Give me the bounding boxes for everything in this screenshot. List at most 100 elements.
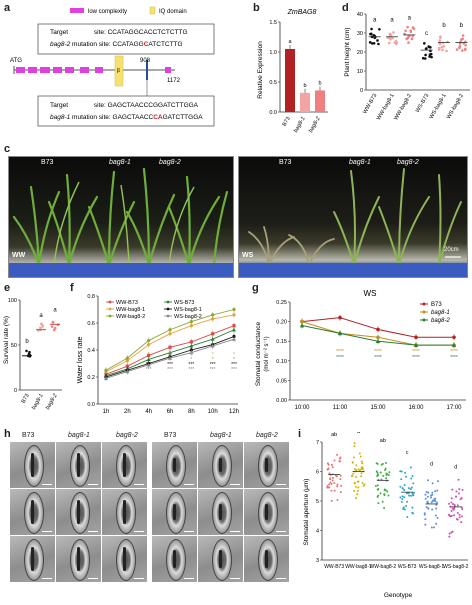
chart-i-point xyxy=(326,462,329,465)
chart-i-xtick-label: WS-bag8-2 xyxy=(443,564,469,570)
panel-label-c: c xyxy=(4,143,11,155)
stomatal-aperture-chart: Stomatal aperture (μm) Genotype 3 4 5 6 7 ab… xyxy=(298,429,472,600)
chart-i-point xyxy=(327,467,330,470)
chart-i-point xyxy=(385,474,388,477)
chart-i-point xyxy=(460,521,463,524)
chart-i-point xyxy=(358,452,361,455)
chart-i-point xyxy=(330,482,333,485)
panel-label-e: e xyxy=(4,282,11,294)
position-1172: 1172 xyxy=(167,78,181,84)
chart-i-point xyxy=(355,485,358,488)
chart-g-marker xyxy=(376,327,380,332)
chart-g-legend-marker xyxy=(422,302,426,306)
chart-e-xtick-label: bag8-2 xyxy=(45,393,59,411)
chart-i-point xyxy=(336,485,339,488)
chart-g-significance: **** xyxy=(336,349,344,355)
chart-i-point xyxy=(380,463,383,466)
scale-bar xyxy=(276,577,286,579)
box1-mutation-line: bag8-2 mutation site: CCATAGGCATCTCTTG xyxy=(50,41,183,48)
chart-g-significance: **** xyxy=(412,349,420,355)
chart-i-point xyxy=(434,500,437,503)
chart-i-point xyxy=(407,487,410,490)
chart-f-lines: **************************************** xyxy=(104,306,237,382)
chart-i-point xyxy=(352,472,355,475)
chart-f-marker xyxy=(147,343,151,347)
chart-i-point xyxy=(388,471,391,474)
chart-i-point xyxy=(409,488,412,491)
chart-d-point xyxy=(392,31,395,34)
chart-g-marker xyxy=(375,339,381,343)
chart-i-point xyxy=(376,495,379,498)
stoma-pore xyxy=(31,547,34,571)
chart-i-letter: ab xyxy=(331,432,337,438)
chart-i-point xyxy=(430,501,433,504)
chart-i-point xyxy=(350,475,353,478)
ws-label-bag8-1: bag8-1 xyxy=(349,159,371,166)
chart-f-legend-label: WS-bag8-1 xyxy=(174,307,202,313)
chart-f-ylabel: Water loss rate xyxy=(77,336,84,383)
chart-i-point xyxy=(451,488,454,491)
chart-d-point xyxy=(428,53,432,57)
chart-i-point xyxy=(330,463,333,466)
chart-g-lines: ******************************** xyxy=(299,314,458,361)
chart-f-significance: * xyxy=(212,352,214,358)
chart-e-letter: a xyxy=(53,308,57,314)
chart-i-point xyxy=(450,501,453,504)
chart-b-xtick-label: bag8-1 xyxy=(293,116,307,134)
chart-i-xtick-label: WS-bag8-1 xyxy=(419,564,445,570)
chart-g-marker xyxy=(300,319,304,324)
stomata-col-5: bag8-1 xyxy=(210,432,232,439)
chart-d-point xyxy=(461,49,464,52)
chart-i-point xyxy=(353,489,356,492)
chart-i-point xyxy=(360,468,363,471)
chart-b-xtick-label: bag8-2 xyxy=(308,116,322,134)
chart-g-marker xyxy=(337,331,343,336)
chart-b-letter: a xyxy=(288,39,292,45)
expression-chart: ZmBAG8 Relative Expression 0.0 0.5 1.0 1.5 … xyxy=(252,0,332,140)
stoma-pore xyxy=(123,453,126,477)
chart-i-point xyxy=(435,507,438,510)
chart-g-ytick-label: 0.15 xyxy=(276,339,287,345)
chart-b-bars: a B73 b bag8-1 b bag8-2 xyxy=(282,39,325,134)
chart-e-ytick-label: 0 xyxy=(14,388,17,394)
chart-f-axes: 0.0 0.2 0.4 0.6 0.8 1h 2h 4h 6h 8h 10h 12h xyxy=(87,294,239,415)
plants-ww-drawing xyxy=(9,167,233,277)
chart-i-letter: c xyxy=(406,450,409,456)
chart-f-marker xyxy=(232,327,236,332)
chart-i-point xyxy=(448,502,451,505)
chart-f-marker xyxy=(232,324,236,328)
chart-i-point xyxy=(434,514,437,517)
chart-i-point xyxy=(432,499,435,502)
chart-g-legend-marker xyxy=(422,310,426,314)
chart-i-point xyxy=(409,466,412,469)
chart-b-ylabel: Relative Expression xyxy=(257,41,264,99)
chart-i-point xyxy=(361,482,364,485)
box2-target-line: Target site: GAGCTAACCCGGATCTTGGA xyxy=(50,102,199,109)
chart-i-point xyxy=(424,493,427,496)
chart-i-point xyxy=(358,469,361,472)
chart-i-point xyxy=(383,494,386,497)
chart-i-point xyxy=(336,475,339,478)
chart-i-point xyxy=(386,490,389,493)
chart-f-marker xyxy=(189,320,193,324)
chart-g-marker xyxy=(414,335,418,340)
chart-d-point xyxy=(425,47,428,50)
chart-d-letter: a xyxy=(408,16,412,22)
chart-i-point xyxy=(361,462,364,465)
chart-i-point xyxy=(360,475,363,478)
chart-i-point xyxy=(431,508,434,511)
chart-f-marker xyxy=(125,369,130,374)
chart-f-ytick-label: 0.8 xyxy=(87,294,95,300)
chart-d-point xyxy=(424,53,427,57)
chart-i-point xyxy=(374,485,377,488)
chart-i-point xyxy=(357,486,360,489)
chart-d-point xyxy=(389,33,393,37)
panel-label-d: d xyxy=(342,2,349,14)
chart-b-title: ZmBAG8 xyxy=(287,9,317,16)
chart-e-letter: a xyxy=(39,313,43,319)
chart-e-axes: 0 50 100 xyxy=(8,298,62,394)
chart-f-marker xyxy=(210,337,215,341)
chart-i-point xyxy=(384,489,387,492)
box2-mutation-line: bag8-1 mutation site: GAGCTAACCCAGATCTTG… xyxy=(50,114,203,121)
